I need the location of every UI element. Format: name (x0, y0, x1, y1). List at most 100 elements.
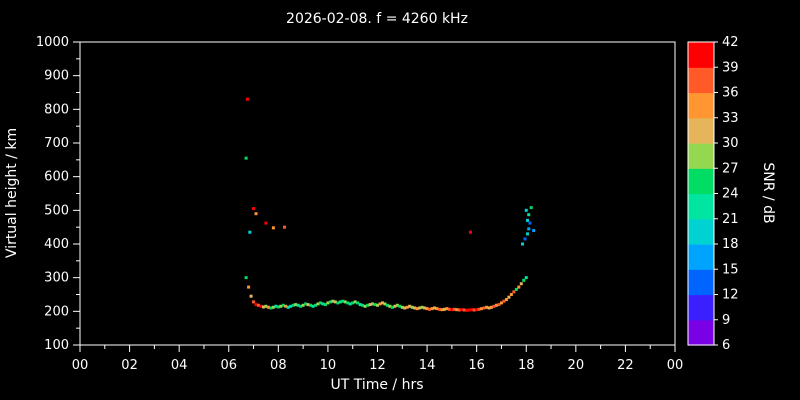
data-point (497, 303, 501, 307)
data-point (400, 305, 404, 309)
data-point (482, 306, 486, 310)
y-tick-label: 200 (44, 304, 69, 319)
scatter-points (244, 97, 536, 312)
data-point (356, 301, 360, 305)
data-point (440, 308, 444, 312)
colorbar-tick-label: 18 (722, 237, 739, 252)
data-point (490, 305, 494, 309)
colorbar-tick-label: 15 (722, 262, 739, 277)
data-point (485, 305, 489, 309)
data-point (445, 307, 449, 311)
colorbar-segment (688, 193, 714, 220)
data-point (395, 303, 399, 307)
data-point (333, 300, 337, 304)
data-point (373, 303, 377, 307)
colorbar-segment (688, 67, 714, 94)
data-point (514, 287, 518, 291)
y-tick-label: 800 (44, 102, 69, 117)
data-point (283, 225, 287, 229)
data-point (393, 304, 397, 308)
data-point (299, 304, 303, 308)
data-point (291, 303, 295, 307)
data-point (504, 298, 508, 302)
colorbar-segment (688, 42, 714, 68)
data-point (507, 295, 511, 299)
data-point (261, 305, 265, 309)
y-tick-label: 900 (44, 69, 69, 84)
colorbar-segment (688, 143, 714, 169)
data-point (309, 303, 313, 307)
data-point (361, 303, 365, 307)
x-tick-label: 10 (320, 358, 337, 373)
data-point (311, 304, 315, 308)
x-tick-label: 00 (72, 358, 89, 373)
data-point (388, 304, 392, 308)
data-point (492, 304, 496, 308)
data-point (323, 303, 327, 307)
data-point (527, 213, 531, 217)
colorbar-segment (688, 294, 714, 321)
data-point (398, 304, 402, 308)
y-tick-label: 700 (44, 136, 69, 151)
data-point (363, 304, 367, 308)
data-point (245, 97, 249, 101)
x-tick-label: 16 (468, 358, 485, 373)
data-point (380, 301, 384, 305)
data-point (447, 307, 451, 311)
colorbar-segment (688, 92, 714, 119)
data-point (532, 229, 536, 233)
data-point (338, 300, 342, 304)
data-point (248, 230, 252, 234)
data-point (528, 221, 532, 225)
colorbar-segment (688, 319, 714, 346)
colorbar-tick-label: 9 (722, 313, 730, 328)
colorbar-tick-label: 12 (722, 288, 739, 303)
data-point (468, 230, 472, 234)
plot-frame (79, 41, 676, 346)
data-point (442, 307, 446, 311)
data-point (390, 305, 394, 309)
x-tick-label: 18 (518, 358, 535, 373)
data-point (467, 308, 471, 312)
x-axis-label: UT Time / hrs (330, 377, 423, 393)
data-point (470, 308, 474, 312)
data-point (259, 304, 263, 308)
data-point (517, 285, 521, 289)
data-point (418, 306, 422, 310)
data-point (477, 307, 481, 311)
data-point (487, 306, 491, 310)
data-point (455, 308, 459, 312)
x-tick-label: 22 (617, 358, 634, 373)
data-point (244, 276, 248, 280)
data-point (525, 232, 529, 236)
data-point (502, 299, 506, 303)
y-axis-label: Virtual height / km (4, 128, 20, 258)
data-point (301, 303, 305, 307)
colorbar-tick-label: 36 (722, 86, 739, 101)
data-point (433, 306, 437, 310)
data-point (413, 306, 417, 310)
colorbar (688, 42, 714, 346)
colorbar-ticks: 6 9 12 15 18 21 24 27 30 33 36 39 42 (714, 35, 739, 353)
y-tick-label: 300 (44, 271, 69, 286)
x-tick-label: 06 (220, 358, 237, 373)
colorbar-tick-label: 30 (722, 136, 739, 151)
data-point (328, 300, 332, 304)
data-point (371, 302, 375, 306)
colorbar-segment (688, 117, 714, 144)
data-point (420, 305, 424, 309)
data-point (306, 303, 310, 307)
x-tick-label: 12 (369, 358, 386, 373)
data-point (437, 307, 441, 311)
x-tick-label: 02 (121, 358, 138, 373)
data-point (519, 282, 523, 286)
data-point (289, 304, 293, 308)
data-point (254, 303, 258, 307)
data-point (378, 302, 382, 306)
data-point (408, 304, 412, 308)
y-tick-label: 500 (44, 203, 69, 218)
data-point (343, 300, 347, 304)
colorbar-tick-label: 39 (722, 60, 739, 75)
data-point (462, 308, 466, 312)
data-point (452, 307, 456, 311)
